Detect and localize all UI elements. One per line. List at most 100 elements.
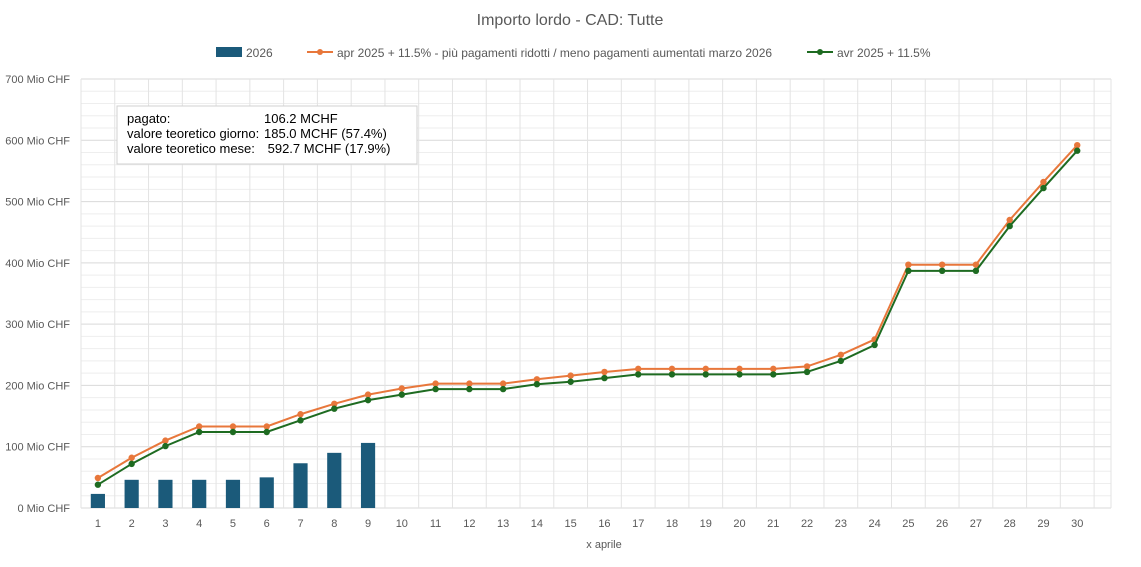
y-tick-label: 100 Mio CHF (5, 442, 70, 454)
info-label-month: valore teoretico mese: (127, 141, 255, 156)
line-avr-2025-point (905, 267, 912, 275)
line-avr-2025-point (770, 371, 777, 378)
line-avr-2025-point (263, 428, 270, 436)
x-tick-label: 15 (565, 518, 577, 530)
line-apr-2025-point (905, 261, 912, 268)
line-apr-2025-point (499, 380, 507, 387)
x-tick-label: 11 (430, 518, 441, 530)
y-tick-label: 400 Mio CHF (5, 258, 70, 270)
info-box: pagato: 106.2 MCHF valore teoretico gior… (116, 105, 418, 165)
line-avr-2025-point (128, 460, 135, 468)
line-apr-2025-point (601, 368, 608, 376)
info-value-day: 185.0 MCHF (57.4%) (264, 126, 387, 141)
line-apr-2025-point (263, 423, 270, 430)
line-avr-2025-point (736, 371, 743, 378)
line-apr-2025-point (533, 376, 541, 383)
x-tick-label: 10 (396, 518, 408, 530)
line-avr-2025-point (803, 368, 811, 376)
x-tick-label: 23 (835, 518, 847, 530)
line-avr-2025-point (1040, 184, 1047, 192)
line-avr-2025-point (871, 341, 878, 349)
x-tick-label: 5 (230, 518, 236, 530)
line-apr-2025-point (398, 385, 406, 392)
line-apr-2025-point (331, 400, 338, 408)
bar-2026 (158, 479, 173, 508)
x-tick-label: 18 (666, 518, 678, 530)
line-avr-2025-point (1006, 222, 1013, 230)
line-apr-2025-point (128, 454, 135, 461)
line-apr-2025-point (162, 437, 169, 444)
line-avr-2025-point (331, 405, 338, 412)
line-avr-2025-point (297, 417, 304, 424)
line-apr-2025-point (297, 411, 304, 418)
x-tick-label: 2 (129, 518, 135, 530)
info-value-month: 592.7 MCHF (17.9%) (264, 141, 390, 156)
line-avr-2025-point (938, 267, 946, 275)
x-tick-label: 16 (598, 518, 610, 530)
line-avr-2025-point (601, 374, 608, 382)
bar-2026 (124, 479, 139, 508)
line-apr-2025-point (972, 261, 980, 268)
x-tick-label: 28 (1004, 518, 1016, 530)
line-apr-2025-point (195, 423, 203, 430)
legend-label-2026: 2026 (246, 46, 273, 60)
x-tick-label: 12 (463, 518, 475, 530)
line-avr-2025-point (837, 357, 845, 365)
x-tick-label: 24 (868, 518, 880, 530)
line-avr-2025-point (1074, 147, 1081, 154)
line-apr-2025-point (364, 391, 372, 398)
line-avr-2025-point (398, 391, 406, 398)
line-apr-2025-point (466, 380, 473, 387)
x-tick-label: 21 (767, 518, 779, 530)
legend-label-apr-2025: apr 2025 + 11.5% - più pagamenti ridotti… (337, 46, 772, 60)
x-tick-label: 29 (1037, 518, 1049, 530)
line-apr-2025-point (1040, 178, 1047, 186)
bar-series-2026 (90, 442, 376, 508)
line-apr-2025-point (938, 261, 946, 268)
legend-marker-avr-2025 (817, 49, 823, 55)
x-axis-ticks: 1 2 3 4 5 6 7 8 9 10 11 12 13 14 15 16 17 18 19 20 21 22 23 24 2… (95, 518, 1084, 530)
x-tick-label: 27 (970, 518, 982, 530)
bar-2026 (327, 452, 342, 508)
line-avr-2025-point (364, 396, 372, 404)
info-box-frame (116, 105, 418, 165)
line-avr-2025-point (229, 428, 237, 436)
line-apr-2025-point (736, 365, 743, 373)
x-tick-label: 22 (801, 518, 813, 530)
legend-marker-apr-2025 (317, 49, 323, 55)
y-axis-ticks: 0 Mio CHF 100 Mio CHF 200 Mio CHF 300 Mio C… (5, 74, 70, 515)
bar-2026 (360, 442, 376, 508)
line-apr-2025 (97, 144, 1078, 479)
x-tick-label: 4 (196, 518, 202, 530)
line-apr-2025-point (229, 423, 237, 430)
line-avr-2025-point (432, 385, 439, 393)
line-avr-2025-point (533, 381, 541, 388)
line-apr-2025-point (94, 474, 102, 482)
bar-2026 (90, 493, 105, 508)
bar-2026 (225, 479, 241, 508)
x-tick-label: 14 (531, 518, 543, 530)
y-tick-label: 700 Mio CHF (5, 74, 70, 86)
bar-2026 (293, 463, 308, 508)
legend: 2026 apr 2025 + 11.5% - più pagamenti ri… (216, 46, 931, 60)
line-avr-2025-point (466, 385, 473, 393)
line-avr-2025-point (702, 371, 709, 378)
line-apr-2025-point (635, 365, 642, 373)
x-tick-label: 9 (365, 518, 371, 530)
line-apr-2025-point (837, 351, 845, 358)
line-apr-2025-point (432, 380, 439, 387)
x-tick-label: 6 (264, 518, 270, 530)
bar-2026 (192, 479, 207, 508)
y-tick-label: 0 Mio CHF (17, 503, 70, 515)
info-label-paid: pagato: (127, 111, 170, 126)
line-apr-2025-point (702, 365, 709, 373)
x-tick-label: 17 (632, 518, 644, 530)
line-avr-2025-point (668, 371, 676, 378)
line-avr-2025-point (972, 267, 980, 275)
line-avr-2025-point (195, 428, 203, 436)
x-tick-label: 13 (497, 518, 509, 530)
x-tick-label: 7 (297, 518, 303, 530)
line-apr-2025-point (1074, 141, 1081, 149)
line-avr-2025 (97, 150, 1078, 486)
